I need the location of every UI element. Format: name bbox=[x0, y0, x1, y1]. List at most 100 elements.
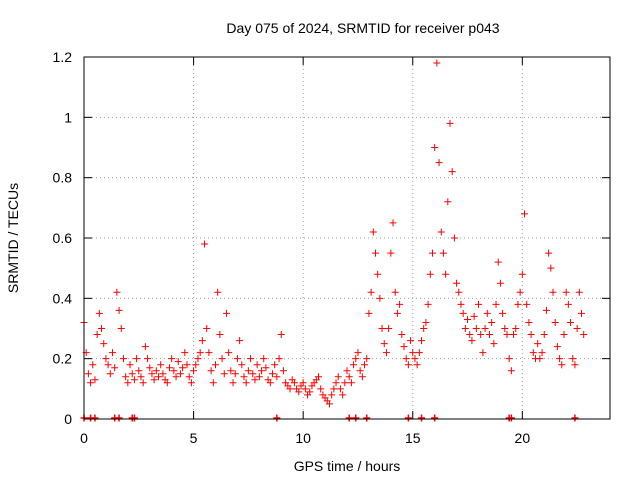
data-point bbox=[91, 376, 99, 384]
y-tick-label: 0.2 bbox=[53, 351, 73, 367]
y-axis-title: SRMTID / TECUs bbox=[5, 183, 21, 293]
data-point bbox=[485, 331, 493, 339]
data-point bbox=[104, 361, 112, 369]
data-point bbox=[144, 355, 152, 363]
data-point bbox=[450, 234, 458, 242]
x-tick-label: 5 bbox=[190, 430, 198, 446]
baseline-marker bbox=[418, 414, 426, 422]
data-point bbox=[446, 119, 454, 127]
data-point bbox=[336, 385, 344, 393]
data-point bbox=[165, 364, 173, 372]
data-point bbox=[216, 331, 224, 339]
data-point bbox=[95, 309, 103, 317]
data-points bbox=[80, 59, 588, 422]
data-point bbox=[341, 379, 349, 387]
data-point bbox=[501, 325, 509, 332]
data-point bbox=[266, 379, 274, 387]
data-point bbox=[523, 300, 531, 308]
data-point bbox=[157, 361, 165, 369]
data-point bbox=[540, 331, 548, 339]
data-point bbox=[470, 312, 478, 320]
data-point bbox=[558, 361, 566, 369]
data-point bbox=[435, 159, 443, 167]
data-point bbox=[249, 370, 257, 378]
data-point bbox=[84, 370, 92, 378]
data-point bbox=[227, 367, 235, 375]
data-point bbox=[301, 385, 309, 393]
data-point bbox=[240, 373, 248, 381]
data-point bbox=[345, 373, 353, 381]
data-point bbox=[89, 361, 97, 369]
data-point bbox=[442, 270, 450, 278]
data-point bbox=[534, 340, 542, 348]
baseline-marker bbox=[507, 414, 515, 422]
data-point bbox=[255, 373, 263, 381]
data-point bbox=[179, 364, 187, 372]
data-point bbox=[422, 318, 430, 326]
data-point bbox=[363, 355, 371, 363]
data-point bbox=[439, 249, 447, 257]
data-point bbox=[176, 370, 184, 378]
data-point bbox=[290, 379, 298, 387]
data-point bbox=[328, 391, 336, 399]
data-point bbox=[102, 355, 110, 363]
x-tick-label: 20 bbox=[515, 430, 531, 446]
data-point bbox=[260, 355, 268, 363]
data-point bbox=[525, 318, 533, 326]
data-point bbox=[356, 367, 364, 375]
data-point bbox=[141, 343, 149, 351]
data-point bbox=[117, 325, 125, 332]
data-point bbox=[376, 294, 384, 302]
x-tick-label: 10 bbox=[295, 430, 311, 446]
data-point bbox=[238, 361, 246, 369]
data-point bbox=[407, 337, 415, 345]
data-point bbox=[393, 309, 401, 317]
data-point bbox=[578, 309, 586, 317]
data-point bbox=[556, 355, 564, 363]
x-axis-title: GPS time / hours bbox=[294, 458, 401, 474]
data-point bbox=[507, 367, 515, 375]
data-point bbox=[203, 325, 211, 332]
baseline-marker bbox=[404, 414, 412, 422]
data-point bbox=[181, 349, 189, 357]
data-point bbox=[205, 349, 213, 357]
data-point bbox=[560, 331, 568, 339]
data-point bbox=[571, 361, 579, 369]
data-point bbox=[549, 288, 557, 296]
data-point bbox=[192, 361, 200, 369]
data-point bbox=[457, 300, 465, 308]
data-point bbox=[514, 300, 522, 308]
data-point bbox=[159, 370, 167, 378]
data-point bbox=[354, 349, 362, 357]
data-point bbox=[108, 349, 116, 357]
data-point bbox=[538, 349, 546, 357]
data-point bbox=[174, 358, 182, 366]
data-point bbox=[244, 367, 252, 375]
data-point bbox=[170, 367, 178, 375]
data-point bbox=[115, 306, 123, 314]
data-point bbox=[87, 379, 95, 387]
data-point bbox=[214, 288, 222, 296]
data-point bbox=[472, 325, 480, 332]
data-point bbox=[111, 364, 119, 372]
data-point bbox=[258, 367, 266, 375]
data-point bbox=[334, 373, 342, 381]
chart-title: Day 075 of 2024, SRMTID for receiver p04… bbox=[226, 20, 499, 36]
data-point bbox=[299, 379, 307, 387]
data-point bbox=[402, 355, 410, 363]
data-point bbox=[271, 361, 279, 369]
data-point bbox=[286, 385, 294, 393]
data-point bbox=[374, 270, 382, 278]
data-point bbox=[536, 355, 544, 363]
data-point bbox=[382, 349, 390, 357]
data-point bbox=[483, 309, 491, 317]
y-tick-label: 0.8 bbox=[53, 170, 73, 186]
data-point bbox=[400, 343, 408, 351]
data-point bbox=[551, 318, 559, 326]
data-point bbox=[201, 240, 209, 248]
data-point bbox=[187, 379, 195, 387]
baseline-marker bbox=[115, 414, 123, 422]
data-point bbox=[209, 379, 217, 387]
data-point bbox=[130, 376, 138, 384]
